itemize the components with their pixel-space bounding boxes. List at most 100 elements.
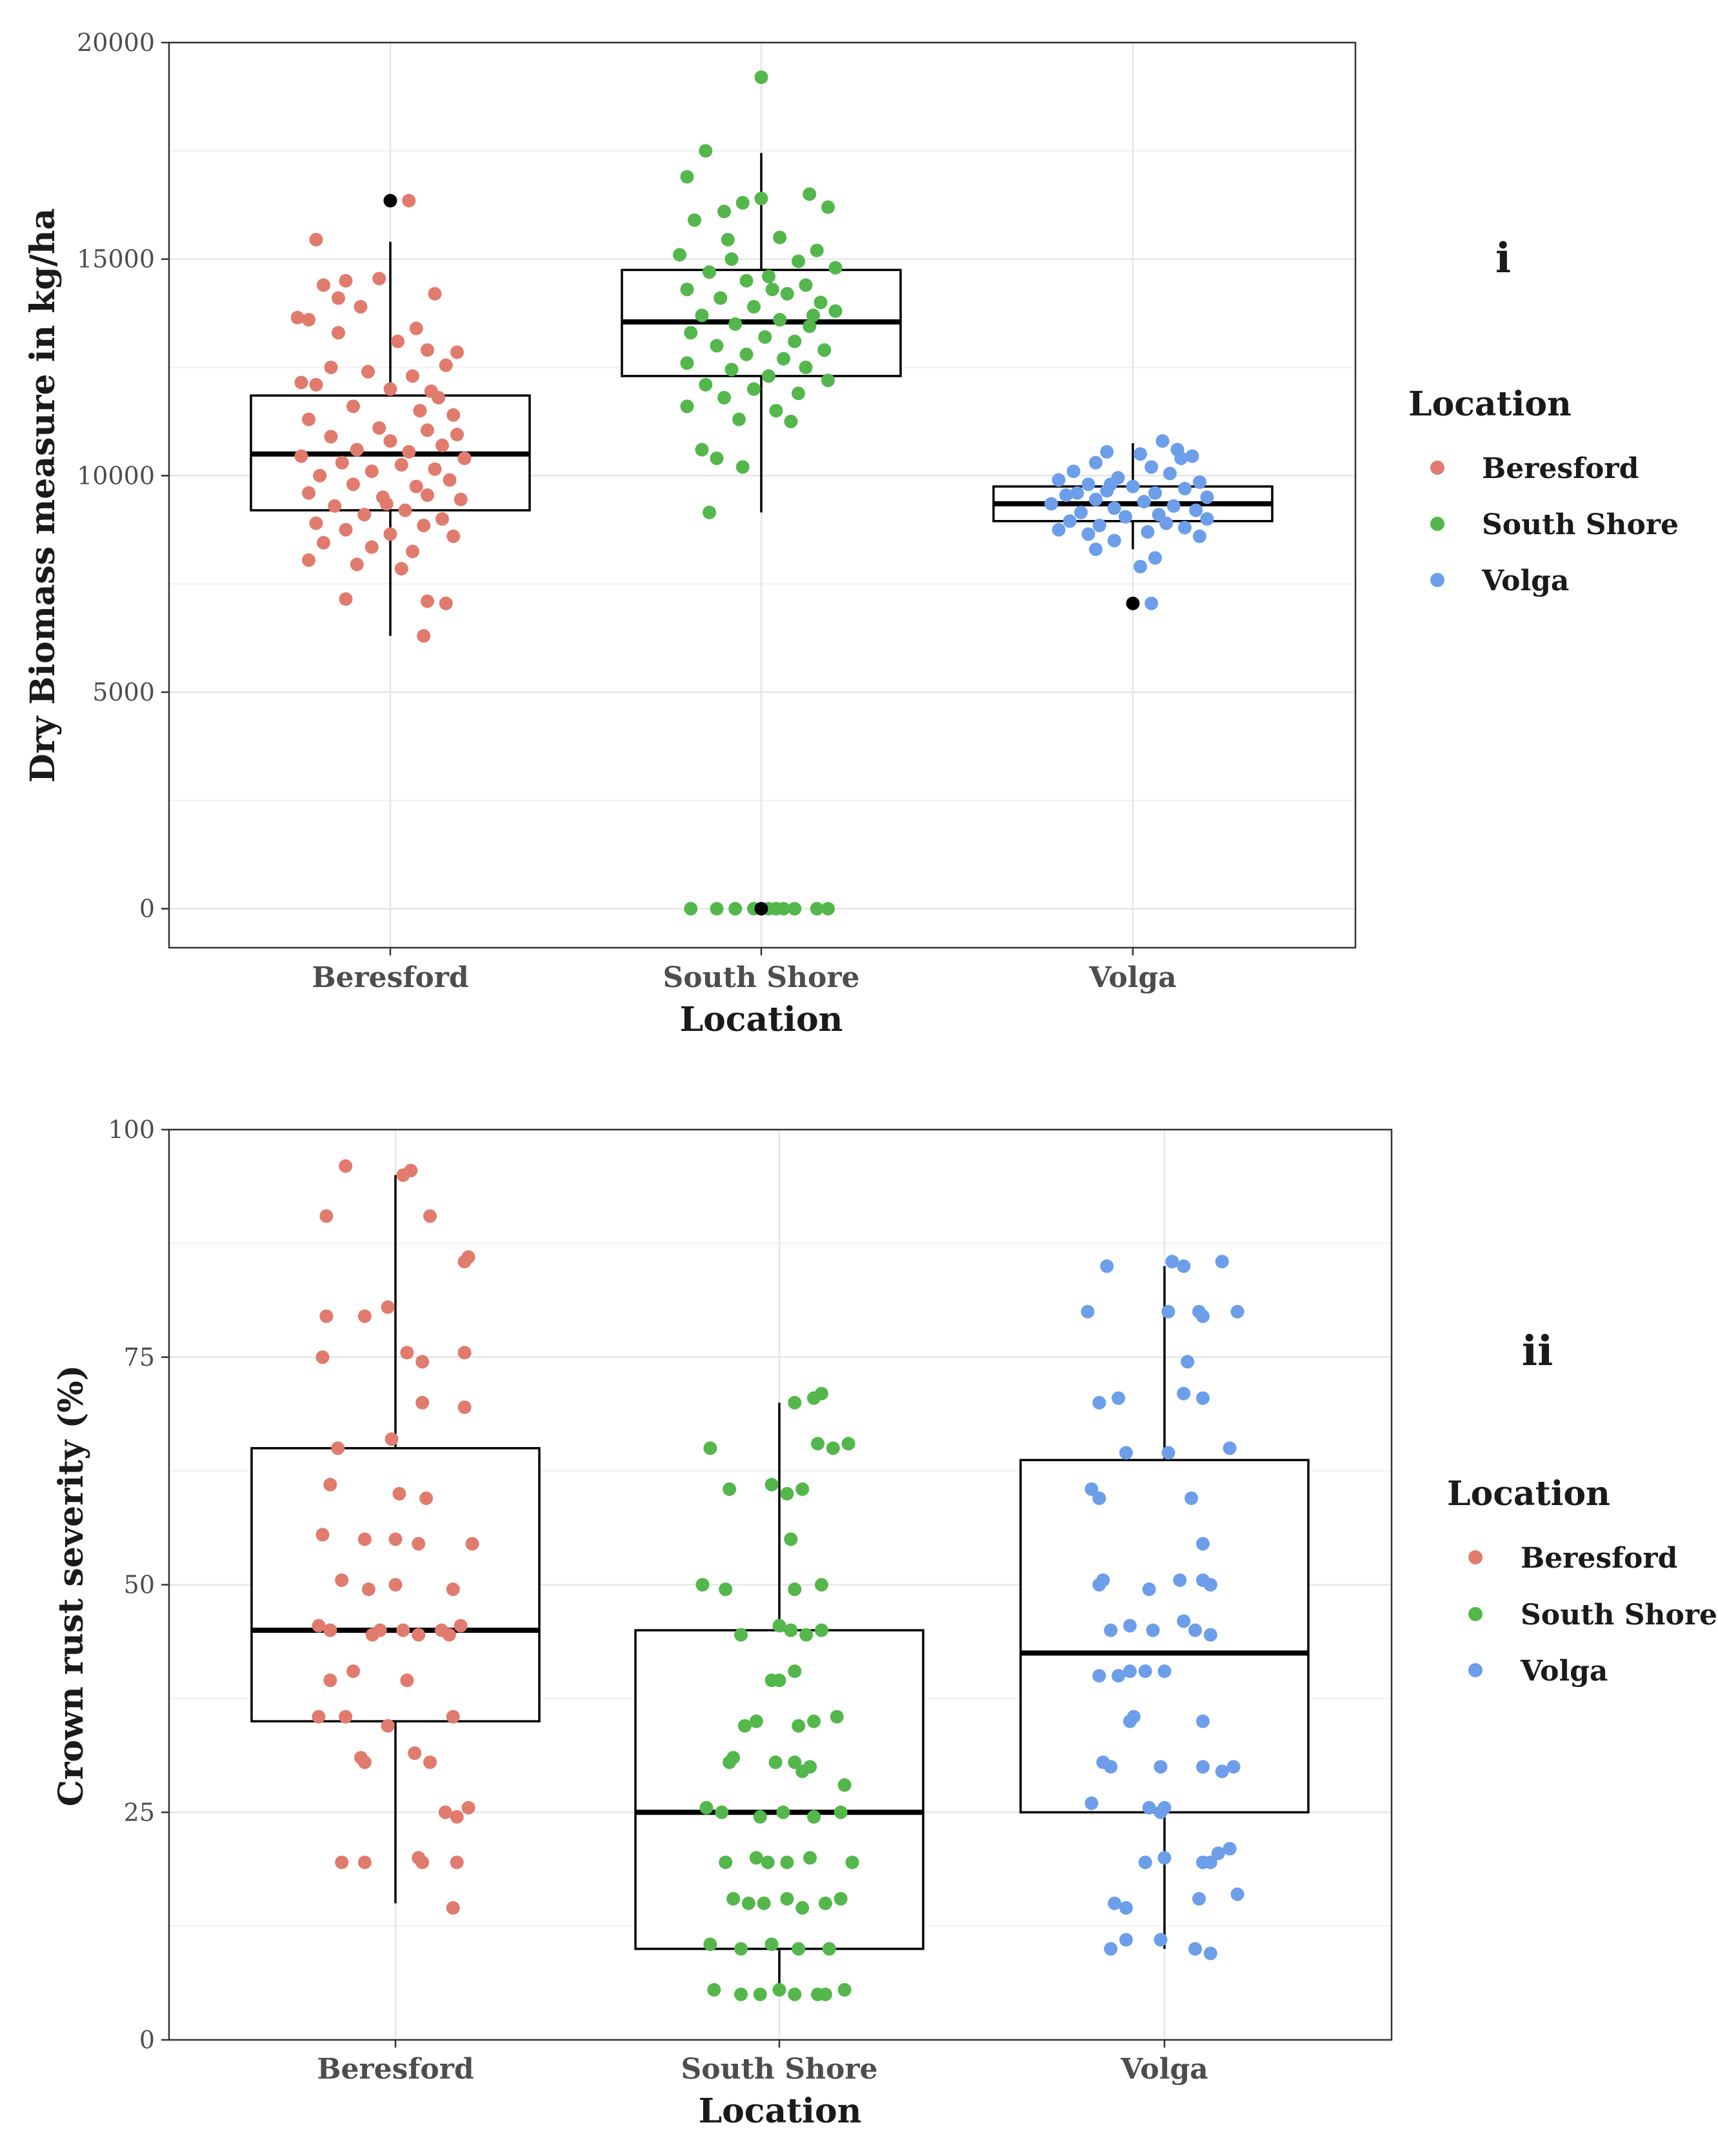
data-point-beresford xyxy=(339,592,353,606)
data-point-beresford xyxy=(446,529,461,543)
data-point-south-shore xyxy=(732,412,746,426)
panel-ii-x-ticks: Beresford South Shore Volga xyxy=(317,2040,1208,2086)
data-point-south-shore xyxy=(734,1942,748,1956)
data-point-beresford xyxy=(346,477,360,492)
data-point-south-shore xyxy=(717,205,731,219)
data-point-south-shore xyxy=(721,232,735,246)
data-point-south-shore xyxy=(822,1942,836,1956)
data-point-volga xyxy=(1215,1764,1229,1779)
data-point-volga xyxy=(1107,501,1121,515)
data-point-volga xyxy=(1104,477,1117,492)
data-point-south-shore xyxy=(734,1628,748,1642)
data-point-volga xyxy=(1223,1842,1237,1856)
data-point-volga xyxy=(1193,475,1206,489)
data-point-south-shore xyxy=(699,377,713,392)
data-point-south-shore xyxy=(703,505,716,519)
data-point-south-shore xyxy=(710,451,724,465)
data-point-beresford xyxy=(457,1400,472,1414)
data-point-beresford xyxy=(450,1810,464,1824)
data-point-volga xyxy=(1092,1395,1106,1410)
data-point-beresford xyxy=(421,488,434,502)
chart-panel-ii: 0 25 50 75 100 Beresford South Shore Volga Loc… xyxy=(52,1115,1717,2131)
data-point-volga xyxy=(1066,464,1081,479)
data-point-south-shore xyxy=(715,1805,729,1819)
data-point-beresford xyxy=(423,1755,437,1770)
data-point-beresford xyxy=(383,527,397,541)
legend-label-volga: Volga xyxy=(1481,564,1569,597)
data-point-beresford xyxy=(435,438,449,452)
data-point-south-shore xyxy=(788,1395,802,1410)
panel-i-x-ticks: Beresford South Shore Volga xyxy=(312,948,1177,994)
panel-i-points xyxy=(290,70,1214,916)
data-point-beresford xyxy=(385,1432,399,1446)
data-point-beresford xyxy=(315,1350,330,1364)
data-point-south-shore xyxy=(703,1937,717,1951)
data-point-south-shore xyxy=(747,382,761,396)
data-point-south-shore xyxy=(845,1855,859,1870)
data-point-south-shore xyxy=(680,283,694,297)
data-point-beresford xyxy=(419,1491,434,1505)
data-point-beresford xyxy=(412,1537,426,1551)
data-point-south-shore xyxy=(806,308,820,323)
y-tick-label: 0 xyxy=(139,2026,155,2054)
data-point-south-shore xyxy=(726,1891,741,1906)
data-point-beresford xyxy=(365,540,379,554)
data-point-volga xyxy=(1126,1710,1141,1724)
data-point-volga xyxy=(1173,1573,1187,1587)
data-point-volga xyxy=(1092,1669,1106,1683)
data-point-beresford xyxy=(339,523,353,537)
data-point-volga xyxy=(1142,1801,1156,1815)
data-point-beresford xyxy=(290,310,305,324)
data-point-south-shore xyxy=(710,339,724,353)
data-point-beresford xyxy=(421,343,434,357)
data-point-south-shore xyxy=(749,1851,763,1865)
data-point-beresford xyxy=(350,557,364,572)
panel-ii-label: ii xyxy=(1522,1327,1553,1375)
data-point-beresford xyxy=(350,443,364,457)
data-point-volga xyxy=(1134,559,1147,574)
data-point-volga xyxy=(1142,1582,1156,1597)
y-tick-label: 50 xyxy=(124,1571,155,1599)
data-point-beresford xyxy=(413,404,427,418)
data-point-volga xyxy=(1189,503,1203,517)
data-point-south-shore xyxy=(803,1760,817,1774)
data-point-volga xyxy=(1148,551,1162,565)
data-point-south-shore xyxy=(776,1805,790,1819)
data-point-beresford xyxy=(394,458,408,472)
data-point-south-shore xyxy=(710,902,724,916)
legend-label-beresford: Beresford xyxy=(1521,1542,1677,1575)
data-point-beresford xyxy=(302,553,315,567)
data-point-beresford xyxy=(454,1619,468,1633)
data-point-beresford xyxy=(428,462,442,476)
data-point-beresford xyxy=(396,1623,410,1637)
data-point-south-shore xyxy=(810,243,824,257)
data-point-south-shore xyxy=(719,1582,733,1597)
legend-title: Location xyxy=(1408,384,1572,424)
data-point-south-shore xyxy=(761,1855,775,1870)
data-point-volga xyxy=(1059,488,1073,502)
data-point-south-shore xyxy=(741,1896,755,1910)
data-point-volga xyxy=(1107,534,1121,548)
data-point-volga xyxy=(1104,1623,1118,1637)
data-point-beresford xyxy=(435,512,449,526)
data-point-south-shore xyxy=(792,386,805,401)
data-point-volga xyxy=(1203,1855,1217,1870)
data-point-volga xyxy=(1200,490,1214,504)
data-point-beresford xyxy=(309,377,323,392)
data-point-beresford xyxy=(396,1168,410,1183)
data-point-beresford xyxy=(383,382,397,396)
data-point-volga xyxy=(1134,447,1147,461)
data-point-south-shore xyxy=(788,1987,802,2001)
panel-i-border xyxy=(168,41,1357,949)
data-point-beresford xyxy=(335,455,349,470)
data-point-beresford xyxy=(357,1532,372,1546)
panel-i-label: i xyxy=(1495,234,1511,283)
data-point-south-shore xyxy=(703,265,716,279)
data-point-beresford xyxy=(423,1209,437,1223)
data-point-volga xyxy=(1119,1901,1133,1915)
data-point-south-shore xyxy=(735,195,750,210)
data-point-beresford xyxy=(357,1855,372,1870)
data-point-south-shore xyxy=(754,192,768,206)
data-point-south-shore xyxy=(777,902,790,916)
data-point-volga xyxy=(1193,529,1206,543)
